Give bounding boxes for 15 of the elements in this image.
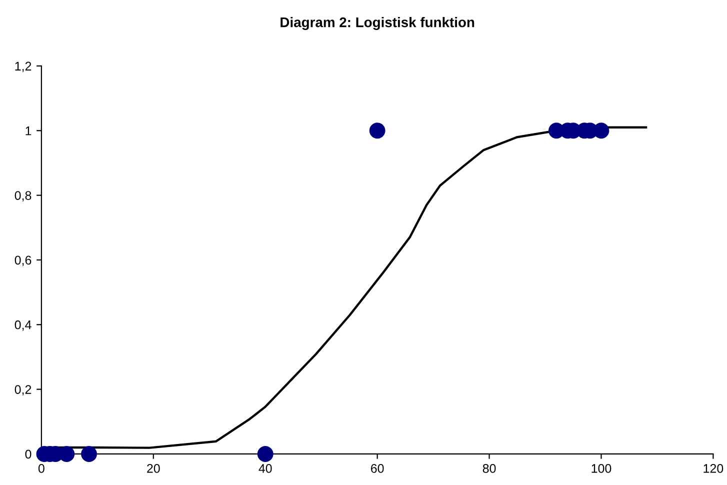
x-tick-label: 100 — [592, 464, 612, 473]
x-tick-label: 40 — [258, 464, 272, 473]
x-tick-label: 60 — [370, 464, 384, 473]
chart-title: Diagram 2: Logistisk funktion — [280, 17, 474, 30]
x-tick-label: 120 — [704, 464, 724, 473]
y-tick-label: 0 — [25, 450, 32, 459]
y-tick-label: 0,2 — [14, 385, 32, 396]
x-tick-label: 80 — [482, 464, 496, 473]
y-tick-label: 0,6 — [14, 256, 32, 266]
y-tick-label: 1 — [26, 126, 32, 136]
x-tick-label: 20 — [147, 464, 160, 473]
y-tick-label: 1,2 — [15, 62, 32, 72]
y-tick-label: 0,4 — [14, 320, 32, 331]
y-tick-label: 0,8 — [14, 191, 32, 202]
x-tick-label: 0 — [38, 464, 44, 473]
